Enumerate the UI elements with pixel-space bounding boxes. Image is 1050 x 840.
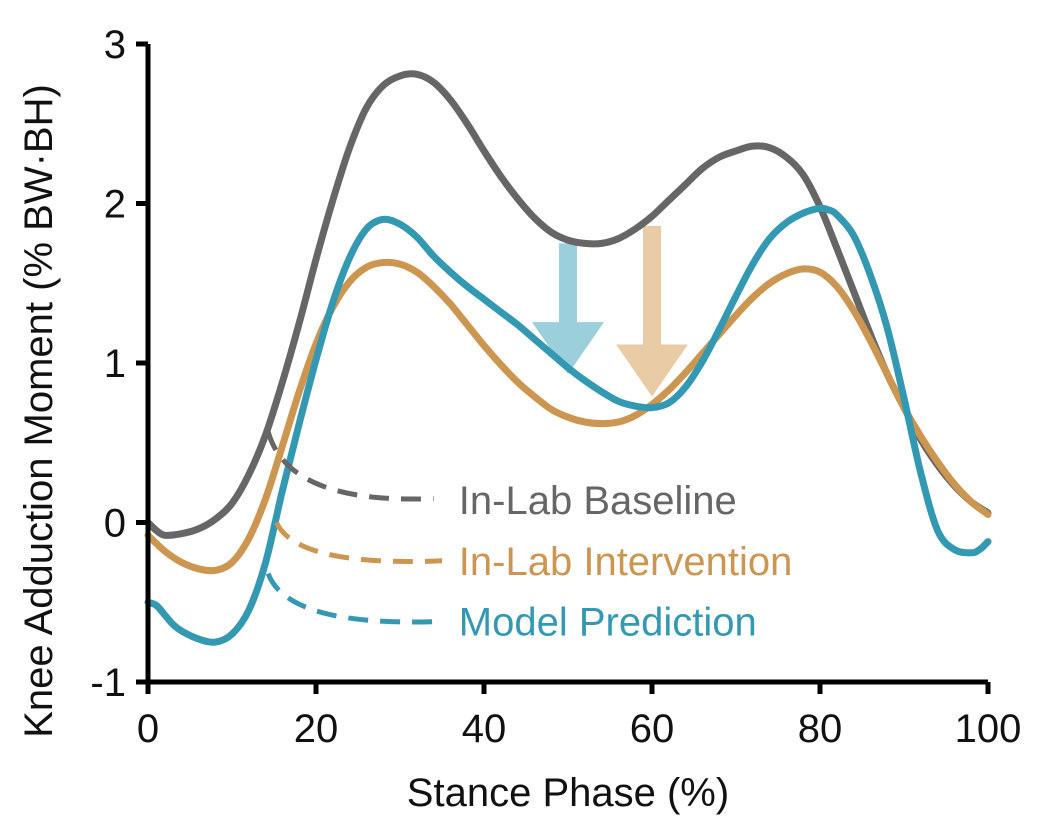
y-tick-label: -1 — [90, 661, 126, 705]
legend-labels: In-Lab Baseline In-Lab Intervention Model … — [459, 479, 793, 644]
x-tick-label: 0 — [137, 707, 159, 751]
legend-leaders — [265, 430, 443, 625]
x-tick-label: 100 — [955, 707, 1022, 751]
x-tick-label: 20 — [294, 707, 339, 751]
series-line-model-prediction — [144, 204, 992, 646]
y-tick-label: 1 — [104, 342, 126, 386]
annotations-layer — [532, 225, 688, 397]
legend-leader-1 — [265, 430, 434, 502]
x-tick-label: 40 — [462, 707, 507, 751]
y-axis-title: Knee Adduction Moment (% BW·BH) — [17, 84, 61, 738]
x-tick-label: 60 — [630, 707, 675, 751]
reduction-arrow-1 — [532, 243, 604, 375]
legend-leader-2 — [274, 521, 443, 564]
y-tick-label: 2 — [104, 183, 126, 227]
y-tick-label: 0 — [104, 502, 126, 546]
x-axis-title: Stance Phase (%) — [407, 771, 729, 815]
series-layer — [144, 70, 992, 646]
reduction-arrow-2 — [616, 225, 688, 397]
series-line-in-lab-baseline — [144, 70, 992, 539]
legend-label-in-lab-baseline: In-Lab Baseline — [459, 479, 737, 523]
legend-label-model-prediction: Model Prediction — [459, 600, 757, 644]
series-line-in-lab-intervention — [144, 258, 992, 575]
legend-leader-3 — [265, 572, 443, 625]
legend-label-in-lab-intervention: In-Lab Intervention — [459, 540, 793, 584]
x-tick-label: 80 — [798, 707, 843, 751]
y-tick-label: 3 — [104, 23, 126, 67]
